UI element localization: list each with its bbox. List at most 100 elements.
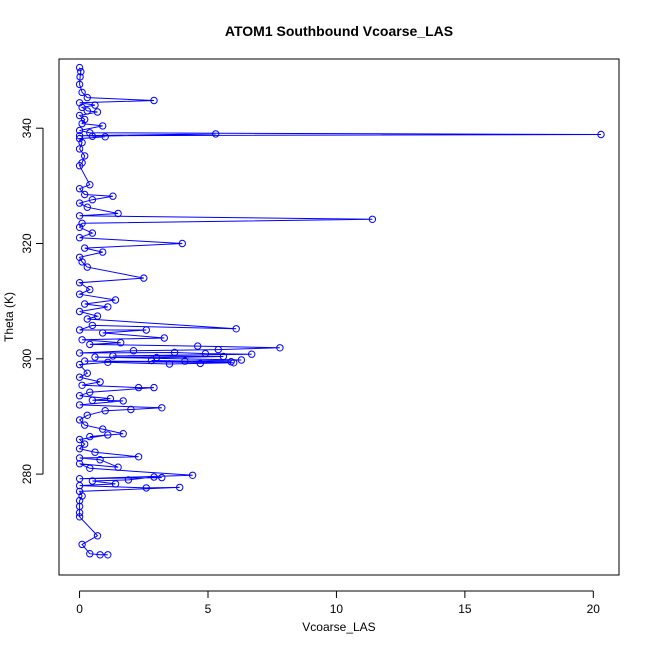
- data-point: [77, 68, 85, 76]
- y-axis: 280 300 320 340: [20, 118, 44, 484]
- data-point: [181, 357, 189, 365]
- data-point: [101, 133, 109, 141]
- data-point: [230, 359, 238, 367]
- data-point: [158, 404, 166, 412]
- data-point: [232, 325, 240, 333]
- data-point: [78, 540, 86, 549]
- data-point: [81, 421, 89, 429]
- y-tick-label: 280: [20, 464, 34, 484]
- data-point: [147, 356, 156, 365]
- x-tick-label: 5: [205, 602, 212, 616]
- data-point: [104, 303, 112, 311]
- data-point: [86, 285, 94, 294]
- data-point: [86, 340, 94, 349]
- data-point: [88, 477, 97, 485]
- data-point: [150, 96, 158, 105]
- x-tick-label: 20: [587, 602, 601, 616]
- data-point: [109, 352, 117, 360]
- data-point: [86, 181, 94, 189]
- data-point: [142, 484, 151, 492]
- data-point: [104, 551, 112, 559]
- data-point: [88, 396, 97, 404]
- data-point: [81, 115, 89, 124]
- data-point: [83, 263, 92, 271]
- data-point: [158, 473, 166, 482]
- data-point: [134, 453, 143, 461]
- data-point: [75, 132, 84, 140]
- data-point: [111, 480, 120, 488]
- data-point: [99, 248, 107, 256]
- data-point: [160, 334, 169, 342]
- data-point: [93, 532, 102, 540]
- data-point: [368, 215, 377, 224]
- data-point: [75, 185, 84, 193]
- x-tick-label: 15: [458, 602, 472, 616]
- data-point: [75, 392, 84, 400]
- data-point: [75, 513, 84, 521]
- data-point: [86, 432, 94, 441]
- data-point: [75, 435, 84, 444]
- data-point: [165, 360, 174, 368]
- data-point: [83, 107, 92, 115]
- data-point: [114, 463, 122, 471]
- data-point: [75, 162, 84, 170]
- data-point: [93, 312, 102, 320]
- data-point: [188, 471, 197, 479]
- series-line: [77, 67, 602, 556]
- y-tick-label: 300: [20, 348, 34, 368]
- data-point: [150, 383, 158, 392]
- data-point: [78, 336, 86, 344]
- data-point: [75, 223, 84, 232]
- data-point: [176, 483, 184, 492]
- data-point: [142, 326, 151, 334]
- data-point: [237, 356, 246, 364]
- data-point: [75, 80, 84, 89]
- data-point: [78, 103, 86, 112]
- data-point: [81, 152, 89, 160]
- data-point: [81, 190, 89, 199]
- data-point: [75, 416, 84, 424]
- data-point: [99, 329, 107, 337]
- data-point: [75, 445, 84, 453]
- x-tick-label: 0: [76, 602, 83, 616]
- data-point: [78, 219, 86, 228]
- data-point: [170, 348, 179, 357]
- data-point: [81, 300, 89, 308]
- data-point: [75, 454, 84, 462]
- data-point: [88, 321, 97, 330]
- y-axis-label: Theta (K): [2, 292, 16, 342]
- data-point: [96, 378, 104, 386]
- data-point: [75, 290, 84, 298]
- data-point: [276, 344, 284, 352]
- data-point: [201, 349, 210, 358]
- data-point: [86, 550, 94, 558]
- data-point: [75, 360, 84, 369]
- data-point: [196, 359, 205, 368]
- data-point: [109, 192, 117, 200]
- data-point: [75, 199, 84, 207]
- data-point: [81, 357, 89, 365]
- data-point: [88, 196, 97, 204]
- data-point: [88, 132, 97, 141]
- data-point: [78, 88, 86, 97]
- data-point: [81, 244, 89, 252]
- chart-title: ATOM1 Southbound Vcoarse_LAS: [225, 23, 453, 39]
- data-point: [75, 63, 84, 72]
- data-point: [75, 326, 84, 334]
- data-point: [86, 464, 94, 472]
- x-axis: 0 5 10 15 20: [76, 590, 601, 616]
- data-point: [194, 342, 202, 350]
- data-point: [75, 460, 84, 468]
- data-point: [75, 349, 84, 357]
- data-point: [96, 456, 104, 464]
- data-point: [75, 496, 84, 505]
- data-point: [75, 111, 84, 120]
- data-point: [75, 373, 84, 381]
- x-tick-label: 10: [330, 602, 344, 616]
- data-point: [101, 407, 109, 415]
- data-point: [219, 352, 228, 361]
- data-point: [127, 405, 135, 414]
- data-point: [214, 345, 223, 354]
- data-point: [119, 430, 127, 438]
